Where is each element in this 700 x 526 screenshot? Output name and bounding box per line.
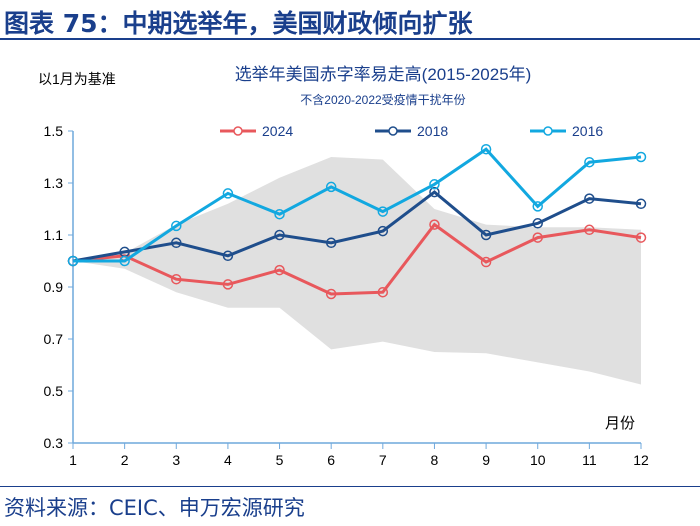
chart-subtitle: 不含2020-2022受疫情干扰年份 (300, 92, 465, 107)
x-tick-label: 6 (327, 452, 335, 468)
x-tick-label: 3 (172, 452, 180, 468)
series-line-2018 (72, 190, 642, 263)
data-point-2016 (325, 181, 337, 193)
data-point-2018 (429, 186, 440, 198)
x-tick-label: 7 (379, 452, 387, 468)
chart-title: 选举年美国赤字率易走高(2015-2025年) (235, 65, 532, 84)
legend-marker-2024 (233, 126, 243, 136)
y-tick-label: 0.5 (44, 383, 64, 399)
y-tick-label: 0.3 (44, 435, 64, 451)
data-point-2016 (584, 156, 595, 168)
data-point-2024 (377, 286, 389, 298)
x-tick-label: 10 (530, 452, 546, 468)
chart: 选举年美国赤字率易走高(2015-2025年) 不含2020-2022受疫情干扰… (38, 65, 649, 468)
data-point-2024 (222, 279, 234, 290)
data-point-2018 (480, 229, 492, 241)
legend-label-2018: 2018 (417, 123, 448, 139)
data-point-2018 (377, 225, 389, 237)
plot-area: 0.30.50.70.91.11.31.51 2 3 4 5 6 7 8 9 10 11 12 (44, 123, 649, 468)
series-line-2024 (72, 222, 642, 296)
x-tick-label: 11 (582, 452, 597, 468)
data-point-2016 (67, 255, 79, 267)
data-point-2016 (480, 143, 492, 155)
data-point-2018 (635, 198, 647, 210)
x-tick-label: 12 (633, 452, 649, 468)
data-point-2016 (377, 206, 389, 217)
header: 图表 75：中期选举年，美国财政倾向扩张 (0, 0, 700, 40)
source-note: 资料来源：CEIC、申万宏源研究 (4, 496, 305, 520)
data-point-2024 (429, 219, 440, 230)
data-point-2018 (274, 229, 285, 241)
data-point-2024 (274, 264, 285, 276)
data-point-2016 (119, 255, 130, 267)
y-tick-label: 1.3 (44, 175, 64, 191)
data-point-2016 (222, 188, 234, 199)
y-tick-label: 1.1 (44, 227, 64, 243)
data-point-2016 (274, 208, 285, 220)
series-line-2016 (73, 147, 642, 263)
y-axis-label: 以1月为基准 (38, 71, 116, 87)
figure-title: 图表 75：中期选举年，美国财政倾向扩张 (4, 9, 473, 38)
legend-label-2016: 2016 (572, 123, 603, 139)
data-point-2024 (325, 288, 337, 300)
data-point-2016 (429, 179, 440, 190)
data-point-2016 (532, 201, 543, 212)
data-point-2018 (584, 193, 595, 204)
legend-label-2024: 2024 (262, 123, 293, 139)
legend: 2024 2018 2016 (220, 123, 603, 139)
data-point-2018 (222, 250, 234, 262)
data-point-2024 (532, 232, 543, 243)
x-axis-label: 月份 (605, 415, 635, 432)
data-point-2024 (584, 224, 595, 236)
y-tick-label: 1.5 (44, 123, 64, 139)
x-tick-label: 2 (121, 452, 129, 468)
data-point-2024 (480, 256, 492, 268)
y-tick-label: 0.9 (44, 279, 64, 295)
source-divider (0, 486, 700, 487)
x-tick-label: 4 (224, 452, 232, 468)
data-point-2018 (532, 218, 543, 229)
x-tick-label: 5 (276, 452, 284, 468)
legend-marker-2018 (388, 126, 398, 136)
header-divider (0, 38, 700, 40)
legend-marker-2016 (543, 126, 553, 136)
data-point-2024 (171, 273, 182, 285)
x-tick-label: 1 (69, 452, 77, 468)
data-point-2018 (325, 237, 337, 249)
data-point-2024 (635, 232, 647, 243)
range-band (73, 157, 641, 385)
data-point-2016 (171, 220, 182, 232)
y-tick-label: 0.7 (44, 331, 64, 347)
data-point-2018 (171, 237, 182, 249)
x-tick-label: 8 (431, 452, 439, 468)
x-tick-label: 9 (482, 452, 490, 468)
data-point-2016 (635, 151, 647, 163)
